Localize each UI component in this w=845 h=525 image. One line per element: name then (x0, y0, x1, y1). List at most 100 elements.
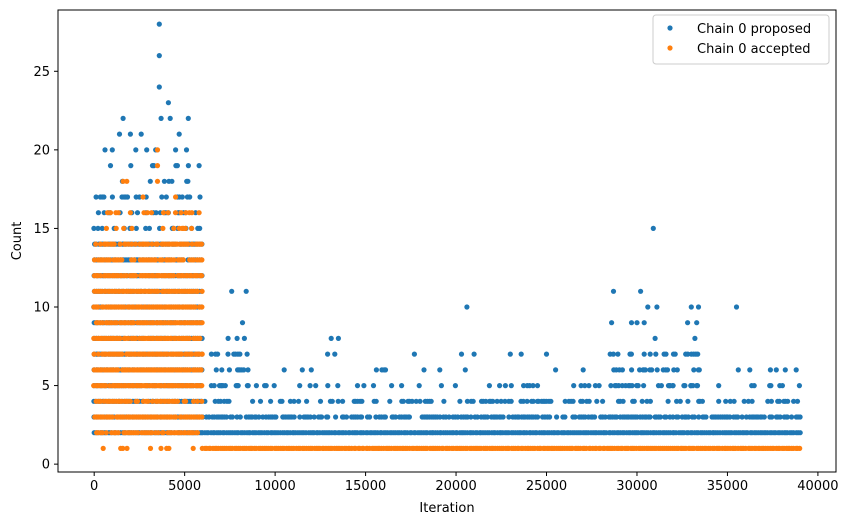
data-point (297, 414, 303, 420)
data-point (199, 351, 205, 357)
data-point (596, 383, 602, 389)
data-point (723, 398, 729, 404)
data-point (508, 398, 514, 404)
data-point (609, 320, 615, 326)
data-point (199, 241, 205, 247)
data-point (613, 383, 619, 389)
data-point (570, 398, 576, 404)
data-point (507, 351, 513, 357)
data-point (185, 163, 191, 169)
data-point (291, 414, 297, 420)
data-point (156, 84, 162, 90)
data-point (129, 241, 135, 247)
data-point (665, 398, 671, 404)
data-point (325, 383, 331, 389)
data-point (103, 383, 109, 389)
data-point (148, 210, 155, 216)
data-point (109, 414, 115, 420)
data-point (731, 398, 737, 404)
data-point (151, 163, 157, 169)
data-point (716, 398, 722, 404)
data-point (359, 414, 365, 420)
data-point (161, 178, 167, 184)
data-point (696, 414, 702, 420)
data-point (797, 445, 803, 451)
data-point (175, 398, 181, 404)
data-point (411, 351, 417, 357)
data-point (127, 131, 133, 137)
data-point (582, 383, 588, 389)
data-point (211, 383, 217, 389)
data-point (437, 367, 443, 373)
data-point (500, 414, 506, 420)
data-point (745, 398, 752, 404)
data-point (382, 367, 389, 373)
data-point (543, 351, 550, 357)
data-point (694, 320, 700, 326)
data-point (95, 210, 101, 216)
data-point (661, 351, 667, 357)
data-point (229, 288, 235, 294)
data-point (641, 351, 647, 357)
data-point (155, 288, 161, 294)
data-point (199, 383, 205, 389)
data-point (773, 367, 779, 373)
data-point (328, 335, 334, 341)
data-point (628, 351, 635, 357)
data-point (608, 383, 614, 389)
data-point (518, 351, 524, 357)
data-point (154, 241, 160, 247)
data-point (741, 398, 747, 404)
data-point (592, 383, 599, 389)
data-point (382, 414, 388, 420)
data-point (647, 398, 654, 404)
data-point (691, 414, 698, 420)
data-point (159, 194, 165, 200)
data-point (215, 351, 221, 357)
data-point (677, 398, 683, 404)
data-point (474, 414, 480, 420)
data-point (329, 398, 335, 404)
data-point (446, 414, 452, 420)
data-point (685, 398, 691, 404)
data-point (133, 147, 139, 153)
data-point (797, 414, 803, 420)
data-point (343, 414, 350, 420)
data-point (121, 225, 127, 231)
data-point (769, 414, 775, 420)
data-point (113, 225, 119, 231)
data-point (296, 398, 302, 404)
data-point (674, 398, 680, 404)
data-point (241, 335, 247, 341)
data-point (165, 210, 171, 216)
data-point (502, 398, 508, 404)
data-point (464, 304, 470, 310)
data-point (629, 383, 635, 389)
data-point (239, 320, 246, 326)
y-tick-label: 10 (33, 301, 50, 316)
data-point (219, 367, 225, 373)
data-point (691, 367, 697, 373)
data-point (244, 351, 250, 357)
data-point (165, 100, 171, 106)
data-point (354, 383, 361, 389)
data-point (571, 383, 577, 389)
data-point (101, 194, 107, 200)
data-point (158, 445, 164, 451)
data-point (234, 335, 240, 341)
x-tick-label: 15000 (345, 479, 386, 494)
data-point (130, 320, 137, 326)
data-point (197, 335, 203, 341)
y-axis: 0 5 10 15 20 25 (33, 65, 58, 473)
data-point (192, 304, 198, 310)
data-point (144, 147, 150, 153)
data-point (129, 225, 135, 231)
data-point (413, 398, 419, 404)
data-point (580, 398, 586, 404)
data-point (133, 273, 139, 279)
data-point (654, 367, 660, 373)
data-point (199, 288, 205, 294)
data-point (299, 367, 305, 373)
data-point (189, 351, 195, 357)
data-point (144, 210, 151, 216)
